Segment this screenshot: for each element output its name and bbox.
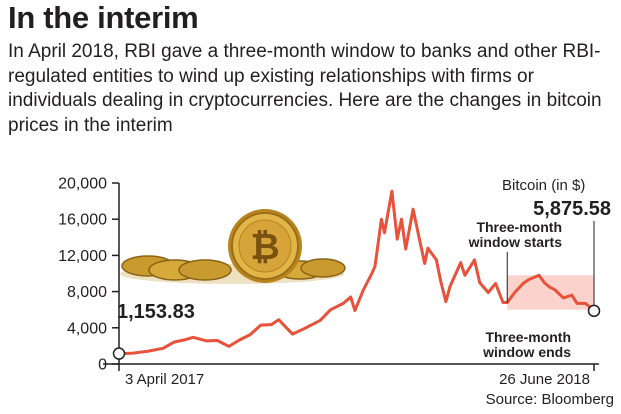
- y-tick-label: 16,000: [58, 212, 107, 229]
- x-label-start: 3 April 2017: [125, 371, 204, 388]
- bitcoin-coins-illustration: ₿: [120, 209, 346, 284]
- y-tick-label: 12,000: [58, 248, 107, 265]
- y-tick-label: 4,000: [67, 320, 107, 337]
- start-point-marker: [112, 347, 126, 360]
- window-start-label-line2: window starts: [468, 234, 563, 250]
- window-start-label-line1: Three-month: [476, 219, 562, 235]
- y-tick-label: 8,000: [67, 284, 107, 301]
- y-axis-label: Bitcoin (in $): [502, 177, 585, 194]
- source-note: Source: Bloomberg: [486, 391, 614, 408]
- bitcoin-logo-icon: ₿: [250, 226, 279, 267]
- y-tick-label: 0: [98, 357, 107, 374]
- window-end-label-line1: Three-month: [485, 329, 571, 345]
- page-title: In the interim: [8, 0, 199, 35]
- y-ticks: 0 4,000 8,000 12,000 16,000 20,000: [58, 176, 119, 374]
- end-point-marker: [587, 304, 601, 318]
- price-line: [118, 189, 595, 356]
- y-tick-label: 20,000: [58, 176, 107, 193]
- intro-text: In April 2018, RBI gave a three-month wi…: [8, 41, 602, 136]
- start-value-label: 1,153.83: [117, 301, 195, 323]
- end-value-label: 5,875.58: [533, 198, 611, 220]
- window-end-label-line2: window ends: [482, 344, 571, 360]
- x-label-end: 26 June 2018: [499, 371, 590, 388]
